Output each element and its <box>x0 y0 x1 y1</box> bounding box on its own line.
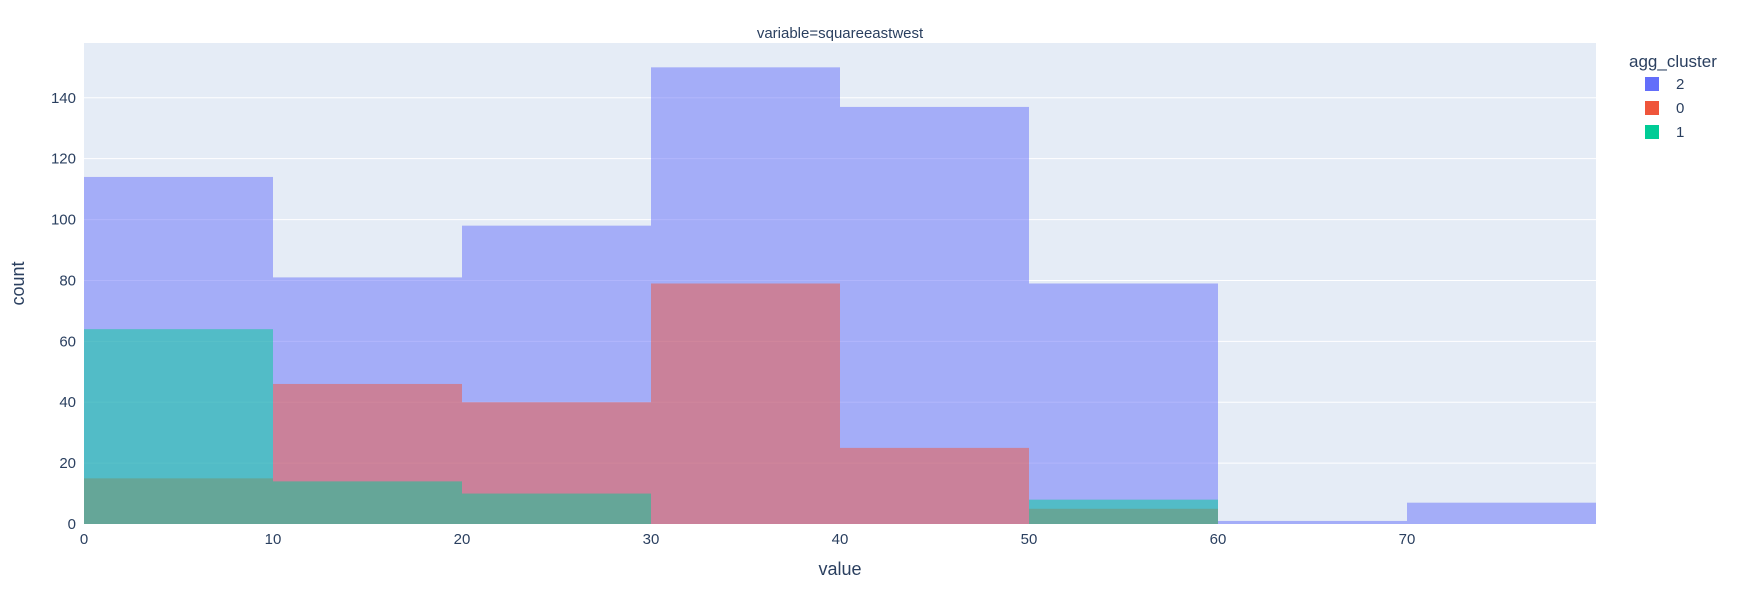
legend-label-0[interactable]: 0 <box>1676 100 1684 117</box>
bar-cluster-0 <box>651 283 840 524</box>
bar-cluster-1 <box>1029 499 1218 524</box>
y-tick-label: 20 <box>59 455 76 472</box>
x-tick-label: 20 <box>454 531 471 548</box>
legend-swatch-0[interactable] <box>1645 101 1659 115</box>
x-tick-label: 30 <box>643 531 660 548</box>
y-tick-label: 60 <box>59 333 76 350</box>
legend-swatch-2[interactable] <box>1645 77 1659 91</box>
x-tick-label: 70 <box>1399 531 1416 548</box>
y-axis-title: count <box>8 261 28 305</box>
bars <box>84 67 1596 524</box>
x-tick-label: 0 <box>80 531 88 548</box>
x-tick-label: 40 <box>832 531 849 548</box>
legend-swatch-1[interactable] <box>1645 125 1659 139</box>
x-tick-label: 60 <box>1210 531 1227 548</box>
x-tick-label: 50 <box>1021 531 1038 548</box>
legend: agg_cluster 2 0 1 <box>1629 52 1717 141</box>
legend-title: agg_cluster <box>1629 52 1717 71</box>
y-tick-label: 80 <box>59 272 76 289</box>
bar-cluster-1 <box>462 493 651 524</box>
bar-cluster-2 <box>1407 502 1596 524</box>
bar-cluster-1 <box>84 329 273 524</box>
y-tick-label: 100 <box>51 212 76 229</box>
y-axis-ticks: 0 20 40 60 80 100 120 140 <box>51 90 76 533</box>
y-tick-label: 0 <box>68 516 76 533</box>
legend-label-2[interactable]: 2 <box>1676 76 1684 93</box>
bar-cluster-2 <box>1218 520 1407 524</box>
y-tick-label: 40 <box>59 394 76 411</box>
bar-cluster-0 <box>840 447 1029 524</box>
legend-label-1[interactable]: 1 <box>1676 124 1684 141</box>
bar-cluster-2 <box>1029 283 1218 524</box>
x-axis-title: value <box>818 559 861 579</box>
y-tick-label: 120 <box>51 151 76 168</box>
x-axis-ticks: 0 10 20 30 40 50 60 70 <box>80 531 1416 548</box>
facet-title: variable=squareeastwest <box>757 25 924 42</box>
x-tick-label: 10 <box>265 531 282 548</box>
y-tick-label: 140 <box>51 90 76 107</box>
bar-cluster-1 <box>273 481 462 524</box>
